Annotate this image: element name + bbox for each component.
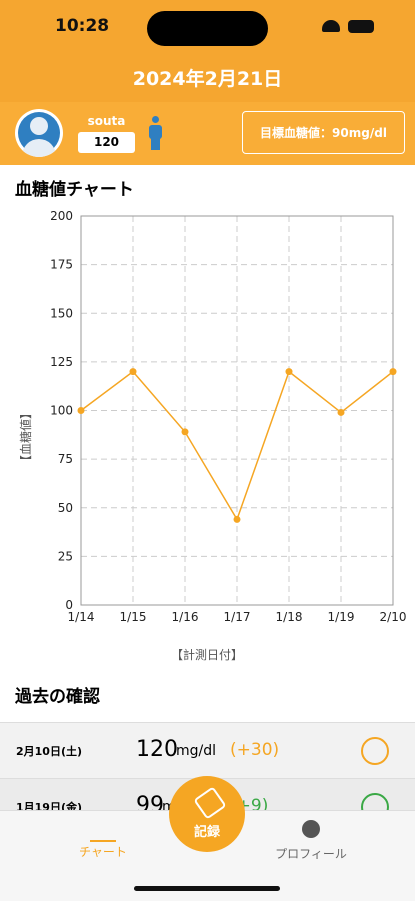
- target-box: 目標血糖値：90mg/dl: [242, 111, 405, 154]
- data-point: [181, 428, 189, 436]
- data-point: [77, 407, 85, 414]
- profile-band: [0, 102, 415, 165]
- person-icon: [149, 116, 162, 150]
- y-tick-label: 200: [50, 209, 73, 223]
- dynamic-island: [147, 11, 268, 46]
- data-point: [233, 515, 241, 523]
- profile-name: souta: [87, 114, 126, 128]
- y-tick-label: 50: [58, 501, 73, 515]
- x-tick-label: 1/17: [224, 610, 251, 624]
- x-tick-label: 1/16: [172, 610, 199, 624]
- history-title: 過去の確認: [15, 687, 100, 707]
- profile-tab[interactable]: プロフィール: [275, 847, 347, 861]
- y-tick-label: 0: [65, 598, 73, 612]
- x-tick-label: 1/19: [328, 610, 355, 624]
- home-indicator: [134, 886, 280, 891]
- record-label[interactable]: 記録: [193, 825, 220, 840]
- y-axis-label: 【血糖値】: [18, 407, 33, 467]
- chart-title: 血糖値チャート: [15, 180, 134, 200]
- record-button[interactable]: [169, 776, 245, 852]
- row-value: 120: [136, 737, 178, 762]
- data-point: [129, 368, 137, 376]
- row-date: 2月10日(土): [16, 745, 83, 758]
- wifi-icon: [322, 20, 340, 32]
- x-tick-label: 1/15: [120, 610, 147, 624]
- y-tick-label: 75: [58, 452, 73, 466]
- header-date: 2024年2月21日: [132, 68, 283, 90]
- data-point: [285, 368, 293, 376]
- data-point: [337, 408, 345, 416]
- y-tick-label: 150: [50, 306, 73, 320]
- x-tick-label: 1/18: [276, 610, 303, 624]
- y-tick-label: 25: [58, 549, 73, 563]
- chart: 0 25 50 75 100 125 150 175 200 1/14 1/15 1/16 1/17 1/…: [18, 209, 407, 662]
- y-tick-label: 100: [50, 404, 73, 418]
- y-tick-label: 125: [50, 355, 73, 369]
- x-tick-label: 1/14: [68, 610, 95, 624]
- x-tick-label: 2/10: [380, 610, 407, 624]
- profile-tab-icon[interactable]: [302, 820, 320, 838]
- x-axis-label: 【計測日付】: [171, 647, 243, 662]
- chart-tab[interactable]: チャート: [79, 845, 127, 859]
- chart-tab-icon[interactable]: [90, 820, 116, 842]
- status-time: 10:28: [55, 16, 110, 36]
- profile-value: 120: [78, 132, 135, 153]
- y-tick-label: 175: [50, 258, 73, 272]
- row-diff: (+30): [230, 740, 280, 760]
- battery-icon: [348, 20, 374, 33]
- data-point: [389, 368, 397, 376]
- row-unit: mg/dl: [176, 743, 217, 759]
- history-row[interactable]: 2月10日(土) 120 mg/dl (+30): [0, 722, 415, 778]
- row-face-icon: [361, 737, 389, 765]
- avatar[interactable]: [15, 109, 63, 157]
